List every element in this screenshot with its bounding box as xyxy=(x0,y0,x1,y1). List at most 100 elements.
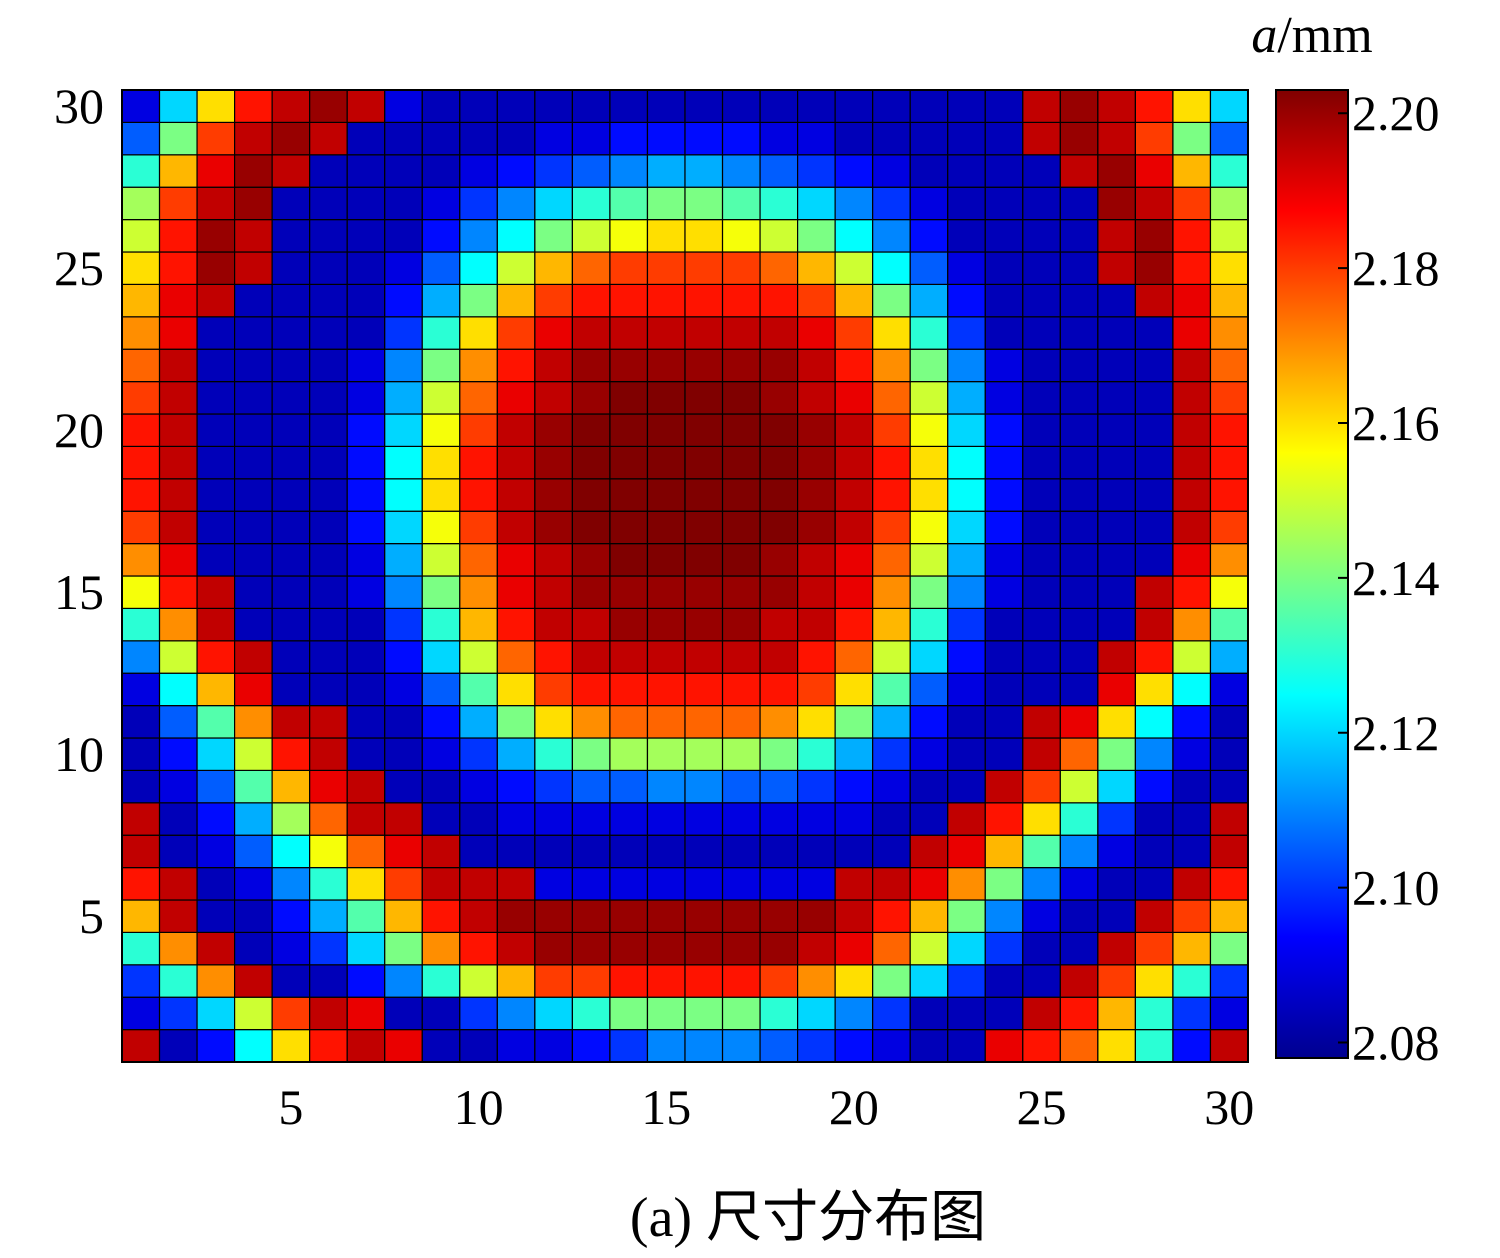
heatmap-cell xyxy=(346,802,386,836)
heatmap-cell xyxy=(421,186,461,221)
heatmap-cell xyxy=(459,737,498,772)
heatmap-cell xyxy=(1022,899,1061,934)
heatmap-cell xyxy=(346,316,386,350)
heatmap-cell xyxy=(1134,413,1174,448)
heatmap-cell xyxy=(384,866,423,901)
heatmap-cell xyxy=(1172,89,1212,124)
heatmap-cell xyxy=(421,769,461,804)
heatmap-cell xyxy=(609,899,649,934)
heatmap-cell xyxy=(834,186,874,221)
heatmap-cell xyxy=(1097,316,1137,350)
heatmap-cell xyxy=(609,640,649,674)
heatmap-cell xyxy=(646,769,686,804)
heatmap-cell xyxy=(196,802,236,836)
heatmap-cell xyxy=(534,704,573,739)
heatmap-cell xyxy=(196,1028,236,1063)
heatmap-cell xyxy=(1097,607,1137,642)
heatmap-cell xyxy=(534,121,573,156)
heatmap-cell xyxy=(759,283,799,318)
colorbar-tick-label: 2.12 xyxy=(1352,705,1440,761)
heatmap-cell xyxy=(1097,769,1137,804)
heatmap-cell xyxy=(534,348,573,383)
heatmap-cell xyxy=(796,283,836,318)
heatmap-cell xyxy=(234,1028,273,1063)
heatmap-cell xyxy=(459,769,498,804)
heatmap-cell xyxy=(121,672,161,707)
heatmap-cell xyxy=(947,121,986,156)
heatmap-cell xyxy=(571,640,611,674)
heatmap-cell xyxy=(234,704,273,739)
heatmap-cell xyxy=(909,186,949,221)
heatmap-cell xyxy=(309,283,348,318)
heatmap-cell xyxy=(271,251,311,286)
heatmap-cell xyxy=(759,964,799,998)
heatmap-cell xyxy=(234,251,273,286)
heatmap-cell xyxy=(721,510,761,545)
heatmap-cell xyxy=(721,89,761,124)
heatmap-cell xyxy=(1209,964,1249,998)
heatmap-cell xyxy=(1209,316,1249,350)
heatmap-cell xyxy=(684,316,724,350)
heatmap-cell xyxy=(684,737,724,772)
heatmap-cell xyxy=(496,283,536,318)
heatmap-cell xyxy=(309,834,348,869)
heatmap-cell xyxy=(158,996,198,1031)
heatmap-cell xyxy=(1172,510,1212,545)
heatmap-cell xyxy=(721,283,761,318)
heatmap-cell xyxy=(384,251,423,286)
heatmap-cell xyxy=(309,413,348,448)
heatmap-cell xyxy=(984,802,1024,836)
heatmap-cell xyxy=(384,542,423,577)
heatmap-cell xyxy=(158,769,198,804)
heatmap-cell xyxy=(459,899,498,934)
heatmap-cell xyxy=(609,996,649,1031)
heatmap-cell xyxy=(384,1028,423,1063)
heatmap-cell xyxy=(121,121,161,156)
heatmap-cell xyxy=(646,834,686,869)
heatmap-cell xyxy=(1059,283,1099,318)
heatmap-cell xyxy=(1172,607,1212,642)
heatmap-cell xyxy=(421,737,461,772)
y-tick-label: 5 xyxy=(79,888,104,944)
heatmap-cell xyxy=(571,121,611,156)
heatmap-cell xyxy=(459,510,498,545)
heatmap-cell xyxy=(384,186,423,221)
heatmap-cell xyxy=(1209,251,1249,286)
heatmap-cell xyxy=(947,931,986,966)
heatmap-cell xyxy=(1097,672,1137,707)
heatmap-cell xyxy=(872,542,911,577)
heatmap-cell xyxy=(196,996,236,1031)
heatmap-cell xyxy=(796,704,836,739)
heatmap-cell xyxy=(796,316,836,350)
heatmap-cell xyxy=(571,445,611,480)
heatmap-cell xyxy=(158,964,198,998)
heatmap-cell xyxy=(196,510,236,545)
heatmap-cell xyxy=(309,802,348,836)
heatmap-cell xyxy=(234,575,273,610)
heatmap-cell xyxy=(571,186,611,221)
heatmap-cell xyxy=(1059,348,1099,383)
heatmap-cell xyxy=(346,931,386,966)
heatmap-cell xyxy=(534,316,573,350)
heatmap-cell xyxy=(1172,478,1212,512)
heatmap-cell xyxy=(346,899,386,934)
heatmap-cell xyxy=(609,348,649,383)
heatmap-cell xyxy=(384,931,423,966)
heatmap-cell xyxy=(459,866,498,901)
heatmap-cell xyxy=(609,769,649,804)
heatmap-cell xyxy=(684,121,724,156)
heatmap-cell xyxy=(1022,964,1061,998)
heatmap-cell xyxy=(534,186,573,221)
heatmap-cell xyxy=(1059,964,1099,998)
heatmap-cell xyxy=(834,737,874,772)
heatmap-cell xyxy=(947,607,986,642)
heatmap-cell xyxy=(796,899,836,934)
heatmap-cell xyxy=(872,154,911,188)
heatmap-cell xyxy=(346,381,386,415)
heatmap-cell xyxy=(646,186,686,221)
heatmap-cell xyxy=(121,866,161,901)
heatmap-cell xyxy=(984,478,1024,512)
heatmap-cell xyxy=(684,931,724,966)
heatmap-cell xyxy=(909,381,949,415)
heatmap-cell xyxy=(1172,445,1212,480)
